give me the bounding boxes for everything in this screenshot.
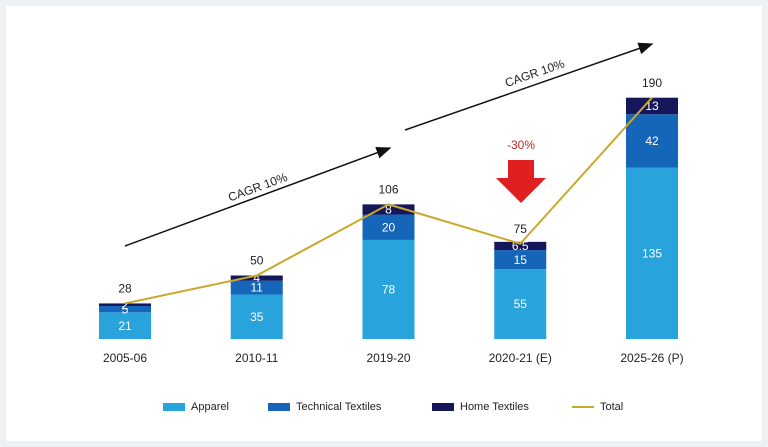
- value-label: 8: [385, 203, 392, 217]
- bar-segment: [362, 239, 415, 339]
- trend-arrow: [124, 147, 392, 247]
- annotation: -30%: [507, 138, 535, 152]
- bar-segment: [494, 250, 547, 270]
- bar-segment: [230, 275, 283, 281]
- value-label: 78: [382, 283, 396, 297]
- bar-segment: [99, 305, 151, 313]
- legend-label: Home Textiles: [460, 401, 529, 413]
- value-label: 21: [118, 319, 132, 333]
- value-label: 35: [250, 310, 264, 324]
- legend-swatch: [268, 403, 290, 411]
- total-label: 28: [118, 282, 132, 296]
- bar-segment: [494, 241, 547, 251]
- bar-segment: [362, 214, 415, 240]
- value-label: 135: [642, 246, 662, 260]
- value-label: 15: [514, 253, 528, 267]
- x-tick-label: 2005-06: [103, 351, 147, 365]
- total-label: 106: [378, 183, 398, 197]
- x-tick-label: 2019-20: [366, 351, 410, 365]
- value-label: 4: [253, 271, 260, 285]
- value-label: 42: [645, 134, 659, 148]
- total-label: 190: [642, 76, 662, 90]
- bar-segment: [362, 204, 415, 215]
- value-label: 20: [382, 220, 396, 234]
- total-label: 75: [514, 222, 528, 236]
- legend-label: Total: [600, 401, 623, 413]
- bar-segment: [626, 97, 678, 115]
- bar-segment: [230, 280, 283, 295]
- legend-label: Apparel: [191, 401, 229, 413]
- legend-swatch: [432, 403, 454, 411]
- value-label: 55: [514, 297, 528, 311]
- total-line: [124, 97, 653, 305]
- value-label: 11: [251, 281, 264, 295]
- bar-segment: [99, 312, 151, 339]
- x-tick-label: 2020-21 (E): [489, 351, 552, 365]
- bar-segment: [230, 294, 283, 339]
- bar-segment: [626, 167, 678, 339]
- bar-segment: [99, 303, 151, 306]
- value-label: 2: [122, 298, 129, 312]
- legend-label: Technical Textiles: [296, 401, 382, 413]
- legend-swatch: [163, 403, 185, 411]
- value-label: 5: [122, 302, 129, 316]
- value-label: 13: [645, 99, 659, 113]
- total-label: 50: [250, 254, 264, 268]
- bar-segment: [626, 114, 678, 168]
- bar-segment: [494, 269, 547, 339]
- x-tick-label: 2025-26 (P): [620, 351, 683, 365]
- trend-arrow: [404, 42, 654, 131]
- x-tick-label: 2010-11: [235, 351, 278, 365]
- down-arrow: [496, 160, 546, 203]
